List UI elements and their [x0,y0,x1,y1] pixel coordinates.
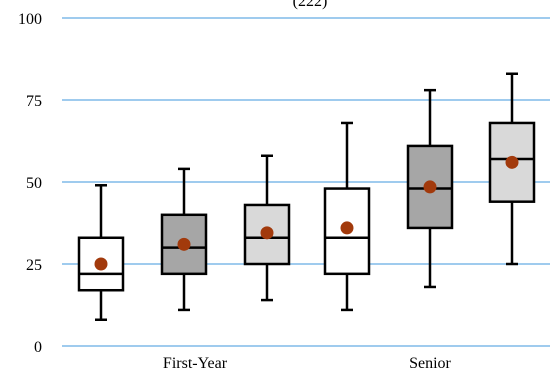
box-6 [488,72,536,266]
boxes [77,72,536,322]
mean-marker [177,237,191,251]
x-tick-label: Senior [409,355,451,372]
x-axis-ticks: First-Year Senior [163,355,452,372]
y-axis-ticks: 0 25 50 75 100 [18,11,42,356]
x-tick-label: First-Year [163,355,228,372]
y-tick-label: 50 [26,175,42,192]
y-tick-label: 100 [18,11,42,28]
y-tick-label: 25 [26,257,42,274]
mean-marker [94,257,108,271]
box-5 [406,88,454,289]
box-1 [77,184,125,322]
y-tick-label: 0 [34,339,42,356]
y-tick-label: 75 [26,93,42,110]
mean-marker [260,226,274,240]
box-iqr [323,187,371,276]
chart-title: (222) [293,0,328,10]
box-3 [243,154,291,302]
box-iqr [77,236,125,292]
mean-marker [340,221,354,235]
gridlines [62,17,550,347]
mean-marker [505,155,519,169]
box-2 [160,167,208,312]
box-4 [323,121,371,312]
mean-marker [423,180,437,194]
